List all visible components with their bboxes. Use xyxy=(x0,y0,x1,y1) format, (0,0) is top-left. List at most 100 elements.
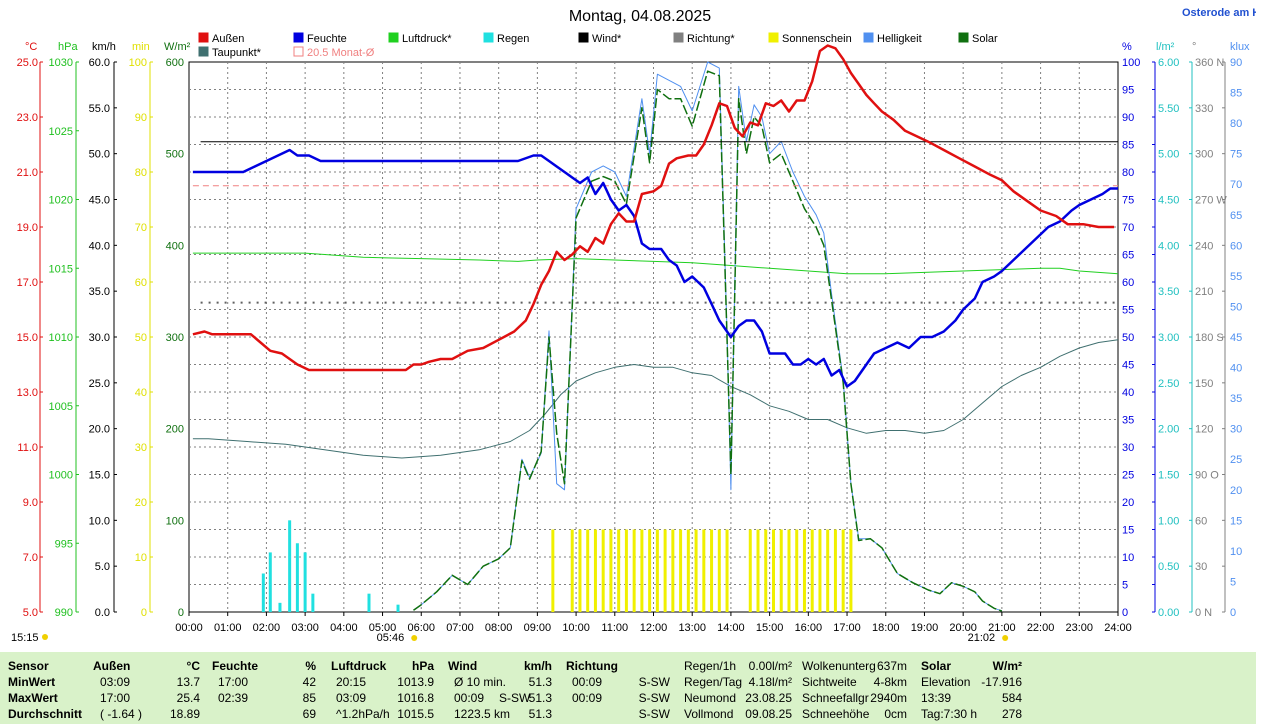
stats-wind-time: 00:09 xyxy=(454,691,485,705)
bar-Sonnenschein xyxy=(601,529,605,612)
axis-tick-press: 1030 xyxy=(49,57,73,69)
axis-tick-dir: 0 N xyxy=(1195,607,1212,619)
bar-Sonnenschein xyxy=(679,529,683,612)
stats-extra-key: Regen/1h xyxy=(684,659,737,673)
x-tick-label: 04:00 xyxy=(330,622,358,634)
x-tick-label: 10:00 xyxy=(562,622,590,634)
stats-extra-key: Neumond xyxy=(684,691,737,705)
stats-extra-value: 4-8km xyxy=(873,675,907,689)
axis-tick-hum: 70 xyxy=(1122,222,1134,234)
stats-extra-value: 0.00l/m² xyxy=(748,659,792,673)
series-Feuchte xyxy=(192,148,1118,388)
axis-tick-hum: 30 xyxy=(1122,442,1134,454)
axis-tick-hum: 15 xyxy=(1122,525,1134,537)
x-tick-label: 20:00 xyxy=(949,622,977,634)
stats-feuchte-time: 02:39 xyxy=(218,691,249,705)
legend-label: Solar xyxy=(972,33,998,45)
axis-tick-wind: 20.0 xyxy=(89,424,110,436)
bar-Sonnenschein xyxy=(787,529,791,612)
bar-Sonnenschein xyxy=(717,529,721,612)
axis-tick-dir: 60 xyxy=(1195,515,1207,527)
marker-sunset: 21:02 xyxy=(968,632,996,644)
x-tick-label: 19:00 xyxy=(911,622,939,634)
bar-Regen xyxy=(367,593,371,612)
stats-extra-key: Vollmond xyxy=(684,707,734,721)
bar-Sonnenschein xyxy=(756,529,760,612)
legend-label: Richtung* xyxy=(687,33,735,45)
axis-tick-lux: 60 xyxy=(1230,240,1242,252)
axis-tick-press: 1000 xyxy=(49,470,73,482)
axis-tick-solar: 500 xyxy=(166,149,184,161)
axis-tick-wind: 60.0 xyxy=(89,57,110,69)
axis-tick-rain: 3.50 xyxy=(1158,286,1179,298)
axis-unit-temp: °C xyxy=(25,41,37,53)
axis-tick-lux: 80 xyxy=(1230,118,1242,130)
line-series xyxy=(192,44,1119,612)
marker-sunrise-dot xyxy=(411,635,418,641)
x-tick-label: 00:00 xyxy=(175,622,203,634)
axis-unit-sunmin: min xyxy=(132,41,150,53)
stats-druck-value: 1015.5 xyxy=(397,707,434,721)
axis-tick-dir: 120 xyxy=(1195,424,1213,436)
axis-tick-hum: 0 xyxy=(1122,607,1128,619)
bar-Sonnenschein xyxy=(570,529,574,612)
bar-Sonnenschein xyxy=(655,529,659,612)
axis-tick-hum: 75 xyxy=(1122,195,1134,207)
axis-tick-dir: 150 xyxy=(1195,378,1213,390)
stats-extra-key: Sichtweite xyxy=(802,675,857,689)
axis-tick-sunmin: 20 xyxy=(135,497,147,509)
bar-Regen xyxy=(261,573,265,612)
legend: Außen Feuchte Luftdruck* Regen Wind* Richtung… xyxy=(198,32,998,59)
series-Taupunkt* xyxy=(192,339,1119,459)
axis-tick-solar: 0 xyxy=(178,607,184,619)
stats-aussen-value: 13.7 xyxy=(176,675,200,689)
axis-tick-wind: 0.0 xyxy=(95,607,110,619)
series-Luftdruck* xyxy=(192,252,1119,275)
axis-tick-hum: 80 xyxy=(1122,167,1134,179)
legend-label: Taupunkt* xyxy=(212,47,262,59)
stats-extra-value: 2940m xyxy=(870,691,907,705)
legend-label: Regen xyxy=(497,33,529,45)
legend-swatch xyxy=(198,32,209,43)
axis-tick-hum: 25 xyxy=(1122,470,1134,482)
bar-Regen xyxy=(396,604,400,612)
bar-Regen xyxy=(295,543,299,612)
axis-tick-solar: 200 xyxy=(166,424,184,436)
axis-tick-solar: 400 xyxy=(166,240,184,252)
stats-aussen-time: 03:09 xyxy=(100,675,131,689)
stats-richtung-value: S-SW xyxy=(638,691,670,705)
series-Helligkeit xyxy=(413,61,1003,612)
legend-label: 20.5 Monat-Ø xyxy=(307,47,375,59)
x-tick-label: 13:00 xyxy=(678,622,706,634)
axis-tick-press: 1005 xyxy=(49,401,73,413)
stats-extra-key: Schneehöhe xyxy=(802,707,870,721)
axis-tick-hum: 20 xyxy=(1122,497,1134,509)
legend-swatch xyxy=(958,32,969,43)
x-tick-label: 21:00 xyxy=(988,622,1016,634)
stats-aussen-value: 18.89 xyxy=(169,707,200,721)
marker-now: 15:15 xyxy=(11,632,39,644)
axis-tick-rain: 2.00 xyxy=(1158,424,1179,436)
axis-tick-hum: 100 xyxy=(1122,57,1140,69)
stats-feuchte-value: 69 xyxy=(302,707,316,721)
x-tick-label: 24:00 xyxy=(1104,622,1132,634)
stats-druck-value: 1013.9 xyxy=(397,675,434,689)
bar-Regen xyxy=(288,520,292,612)
bar-Sonnenschein xyxy=(710,529,714,612)
stats-richtung-value: S-SW xyxy=(638,707,670,721)
x-tick-label: 14:00 xyxy=(717,622,745,634)
station-label[interactable]: Osterode am Ha xyxy=(1182,7,1267,19)
stats-wind-value: 51.3 xyxy=(528,691,552,705)
stats-wind-time: 1223.5 km xyxy=(454,707,511,721)
stats-header: Außen xyxy=(93,659,131,673)
axis-tick-lux: 90 xyxy=(1230,57,1242,69)
axis-tick-sunmin: 10 xyxy=(135,552,147,564)
axis-tick-temp: 9.0 xyxy=(23,497,38,509)
stats-extra-value: 09.08.25 xyxy=(745,707,792,721)
axis-tick-lux: 20 xyxy=(1230,485,1242,497)
axis-tick-lux: 40 xyxy=(1230,363,1242,375)
bar-Sonnenschein xyxy=(648,529,652,612)
axis-tick-lux: 5 xyxy=(1230,576,1236,588)
stats-wind-value: 51.3 xyxy=(528,675,552,689)
axis-unit-lux: klux xyxy=(1230,41,1250,53)
